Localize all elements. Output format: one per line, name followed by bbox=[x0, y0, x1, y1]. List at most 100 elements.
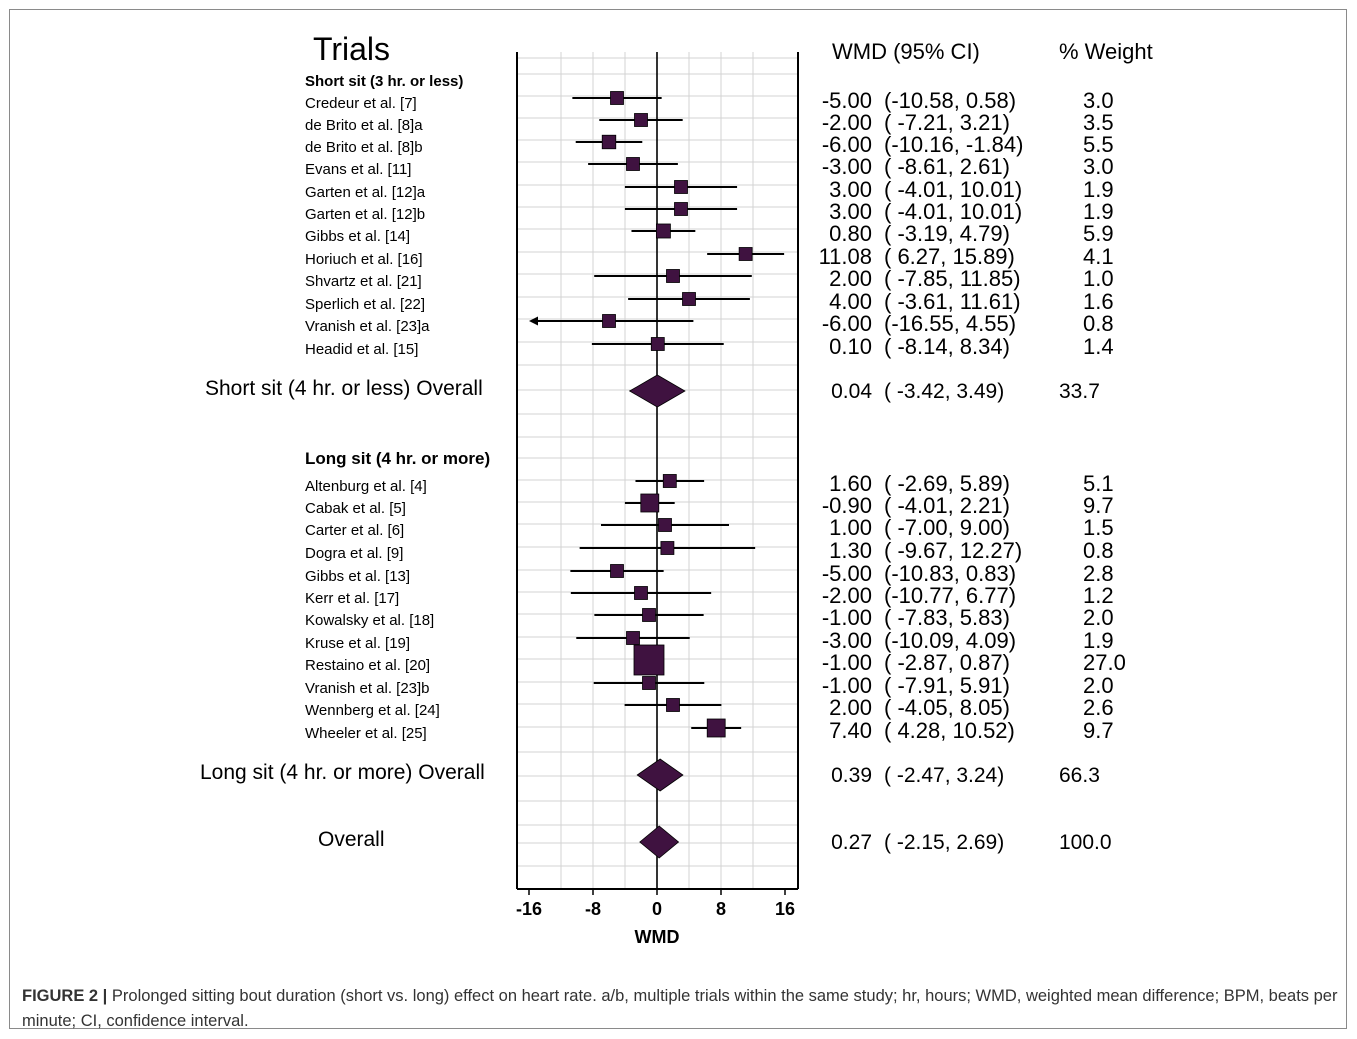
point-estimate-box bbox=[634, 586, 648, 600]
estimate-value: 2.00 bbox=[829, 695, 872, 720]
ci-value: (-10.16, -1.84) bbox=[884, 132, 1023, 157]
point-estimate-box bbox=[642, 608, 656, 622]
weight-value: 1.5 bbox=[1083, 515, 1114, 540]
estimate-value: 0.10 bbox=[829, 334, 872, 359]
weight-value: 1.9 bbox=[1083, 177, 1114, 202]
pooled-ci-value: ( -3.42, 3.49) bbox=[884, 380, 1004, 403]
point-estimate-box bbox=[738, 247, 753, 261]
point-estimate-box bbox=[674, 180, 688, 194]
pooled-estimate-diamond bbox=[628, 374, 686, 408]
study-label: Horiuch et al. [16] bbox=[305, 251, 423, 268]
point-estimate-box bbox=[660, 541, 675, 555]
ci-value: (-10.83, 0.83) bbox=[884, 561, 1016, 586]
ci-value: ( -3.61, 11.61) bbox=[884, 289, 1021, 314]
column-header-wmd: WMD (95% CI) bbox=[832, 39, 980, 64]
study-label: Kowalsky et al. [18] bbox=[305, 612, 434, 629]
study-label: Cabak et al. [5] bbox=[305, 500, 406, 517]
caption-text: Prolonged sitting bout duration (short v… bbox=[22, 987, 1338, 1030]
ci-value: (-10.09, 4.09) bbox=[884, 628, 1016, 653]
x-tick-label: 16 bbox=[775, 899, 795, 919]
weight-value: 5.9 bbox=[1083, 221, 1114, 246]
forest-plot: -16 -8 0 8 16 WMD Trials WMD (95% CI) % Weight Sh… bbox=[200, 31, 1153, 947]
point-estimate-box bbox=[706, 718, 726, 738]
estimate-value: 1.60 bbox=[829, 471, 872, 496]
estimate-value: -2.00 bbox=[822, 110, 872, 135]
weight-value: 9.7 bbox=[1083, 718, 1114, 743]
subgroup-overall-label: Short sit (4 hr. or less) Overall bbox=[205, 377, 483, 400]
ci-value: ( -7.83, 5.83) bbox=[884, 605, 1010, 630]
weight-value: 3.5 bbox=[1083, 110, 1114, 135]
study-label: Garten et al. [12]a bbox=[305, 184, 426, 201]
estimate-value: 0.80 bbox=[829, 221, 872, 246]
point-estimate-box bbox=[666, 269, 680, 283]
ci-value: ( -2.69, 5.89) bbox=[884, 471, 1010, 496]
ci-value: ( -8.61, 2.61) bbox=[884, 154, 1010, 179]
weight-value: 4.1 bbox=[1083, 244, 1114, 269]
weight-value: 1.9 bbox=[1083, 199, 1114, 224]
point-estimate-box bbox=[658, 518, 672, 532]
estimate-value: -0.90 bbox=[822, 493, 872, 518]
weight-value: 3.0 bbox=[1083, 154, 1114, 179]
study-label: Shvartz et al. [21] bbox=[305, 273, 422, 290]
point-estimate-box bbox=[642, 676, 656, 690]
ci-value: (-16.55, 4.55) bbox=[884, 311, 1016, 336]
point-estimate-box bbox=[626, 631, 640, 645]
study-label: Kruse et al. [19] bbox=[305, 635, 410, 652]
estimate-value: -2.00 bbox=[822, 583, 872, 608]
estimate-value: 3.00 bbox=[829, 177, 872, 202]
caption-label: FIGURE 2 | bbox=[22, 987, 108, 1005]
estimate-value: -3.00 bbox=[822, 154, 872, 179]
weight-value: 2.8 bbox=[1083, 561, 1114, 586]
ci-clipped-arrow bbox=[529, 316, 538, 326]
weight-value: 1.2 bbox=[1083, 583, 1114, 608]
estimate-value: 4.00 bbox=[829, 289, 872, 314]
ci-value: ( -7.21, 3.21) bbox=[884, 110, 1010, 135]
point-estimate-box bbox=[633, 644, 665, 676]
pooled-weight-value: 33.7 bbox=[1059, 380, 1100, 403]
weight-value: 1.0 bbox=[1083, 266, 1114, 291]
study-label: Evans et al. [11] bbox=[305, 161, 411, 178]
subgroup-header: Short sit (3 hr. or less) bbox=[305, 73, 463, 90]
weight-value: 27.0 bbox=[1083, 650, 1126, 675]
estimate-value: -1.00 bbox=[822, 673, 872, 698]
ci-value: ( -3.19, 4.79) bbox=[884, 221, 1010, 246]
study-label: Vranish et al. [23]a bbox=[305, 318, 430, 335]
estimate-value: 3.00 bbox=[829, 199, 872, 224]
ci-value: ( -7.85, 11.85) bbox=[884, 266, 1021, 291]
estimate-value: -5.00 bbox=[822, 561, 872, 586]
ci-value: ( -2.87, 0.87) bbox=[884, 650, 1010, 675]
ci-value: ( -7.00, 9.00) bbox=[884, 515, 1010, 540]
study-label: Carter et al. [6] bbox=[305, 522, 404, 539]
ci-value: ( 6.27, 15.89) bbox=[884, 244, 1015, 269]
point-estimate-box bbox=[666, 698, 680, 712]
figure-frame bbox=[9, 9, 1347, 1029]
point-estimate-box bbox=[634, 113, 648, 127]
study-label: Wheeler et al. [25] bbox=[305, 725, 427, 742]
point-estimate-box bbox=[682, 292, 696, 306]
weight-value: 0.8 bbox=[1083, 538, 1114, 563]
pooled-estimate-diamond bbox=[639, 825, 680, 859]
x-tick-label: -8 bbox=[585, 899, 601, 919]
overall-label: Overall bbox=[318, 828, 385, 851]
study-label: Garten et al. [12]b bbox=[305, 206, 425, 223]
study-label: Dogra et al. [9] bbox=[305, 545, 403, 562]
estimate-value: 1.30 bbox=[829, 538, 872, 563]
ci-value: (-10.58, 0.58) bbox=[884, 88, 1016, 113]
pooled-weight-value: 100.0 bbox=[1059, 831, 1112, 854]
point-estimate-box bbox=[662, 474, 677, 488]
weight-value: 1.4 bbox=[1083, 334, 1114, 359]
estimate-value: 2.00 bbox=[829, 266, 872, 291]
point-estimate-box bbox=[601, 134, 617, 150]
ci-value: ( -4.01, 10.01) bbox=[884, 199, 1022, 224]
x-tick-label: -16 bbox=[516, 899, 542, 919]
estimate-value: 1.00 bbox=[829, 515, 872, 540]
point-estimate-box bbox=[610, 564, 624, 578]
estimate-value: 7.40 bbox=[829, 718, 872, 743]
study-label: de Brito et al. [8]b bbox=[305, 139, 423, 156]
estimate-value: -5.00 bbox=[822, 88, 872, 113]
subgroup-header: Long sit (4 hr. or more) bbox=[305, 449, 490, 468]
point-estimate-box bbox=[674, 202, 688, 216]
pooled-weight-value: 66.3 bbox=[1059, 764, 1100, 787]
point-estimate-box bbox=[602, 314, 616, 328]
estimate-value: -3.00 bbox=[822, 628, 872, 653]
